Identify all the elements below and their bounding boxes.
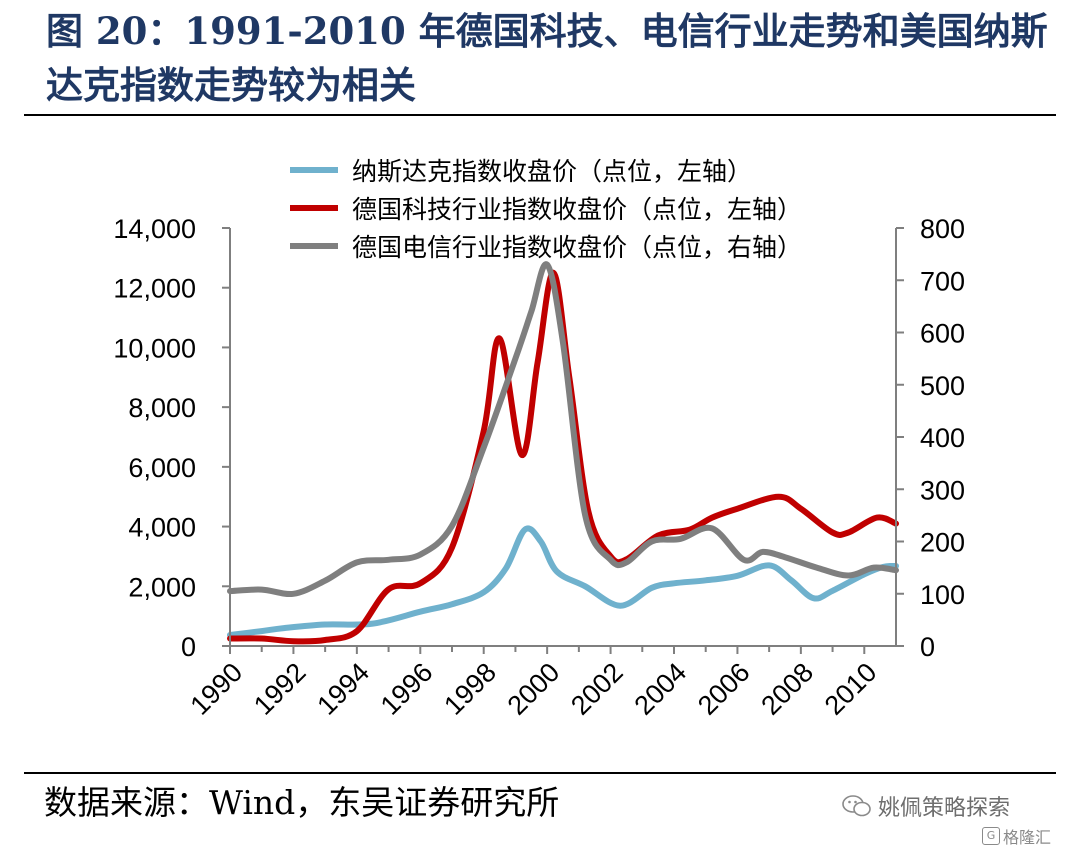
right-tick-label: 400 (920, 423, 965, 453)
legend-label-2: 德国科技行业指数收盘价（点位，左轴） (352, 195, 802, 224)
left-tick-label: 6,000 (128, 453, 196, 483)
bottom-rule (24, 772, 1056, 774)
left-tick-label: 12,000 (113, 274, 196, 304)
right-tick-label: 800 (920, 214, 965, 244)
source-note: 数据来源：Wind，东吴证券研究所 (44, 783, 560, 822)
left-tick-label: 4,000 (128, 513, 196, 543)
left-tick-label: 2,000 (128, 572, 196, 602)
top-rule (24, 114, 1056, 116)
right-tick-label: 600 (920, 319, 965, 349)
wechat-watermark: 姚佩策略探索 (842, 790, 1010, 822)
right-tick-label: 0 (920, 632, 935, 662)
series-line-1 (227, 525, 899, 638)
legend-label-3: 德国电信行业指数收盘价（点位，右轴） (352, 233, 802, 262)
left-tick-label: 0 (181, 632, 196, 662)
x-tick-label: 2000 (502, 657, 566, 721)
line-chart: 纳斯达克指数收盘价（点位，左轴） 德国科技行业指数收盘价（点位，左轴） 德国电信行业… (113, 157, 965, 721)
x-tick-label: 1996 (375, 657, 439, 721)
right-tick-label: 500 (920, 371, 965, 401)
watermark-text: 姚佩策略探索 (878, 796, 1011, 821)
left-tick-label: 10,000 (113, 333, 196, 363)
wechat-icon (842, 795, 871, 817)
series-line-3 (227, 261, 899, 598)
x-tick-label: 2004 (629, 657, 693, 721)
right-tick-label: 300 (920, 475, 965, 505)
x-tick-label: 1992 (248, 657, 312, 721)
right-tick-label: 100 (920, 580, 965, 610)
legend: 纳斯达克指数收盘价（点位，左轴） 德国科技行业指数收盘价（点位，左轴） 德国电信行业… (290, 157, 802, 262)
gelonghui-logo-icon: G (982, 827, 1000, 845)
x-tick-label: 2010 (819, 657, 883, 721)
legend-label-1: 纳斯达克指数收盘价（点位，左轴） (352, 157, 752, 186)
x-tick-label: 2006 (692, 657, 756, 721)
gelonghui-watermark: G 格隆汇 (982, 824, 1051, 848)
figure-title: 图 20：1991-2010 年德国科技、电信行业走势和美国纳斯达克指数走势较为… (46, 9, 1048, 107)
x-tick-label: 1990 (185, 657, 249, 721)
right-tick-label: 700 (920, 266, 965, 296)
series-layer (227, 261, 899, 645)
x-tick-label: 1998 (438, 657, 502, 721)
x-tick-label: 2002 (565, 657, 629, 721)
x-tick-label: 1994 (311, 657, 375, 721)
series-line-2 (227, 269, 899, 645)
right-tick-label: 200 (920, 528, 965, 558)
x-tick-label: 2008 (755, 657, 819, 721)
watermark2-text: 格隆汇 (1003, 828, 1052, 847)
left-tick-label: 14,000 (113, 214, 196, 244)
left-tick-label: 8,000 (128, 393, 196, 423)
